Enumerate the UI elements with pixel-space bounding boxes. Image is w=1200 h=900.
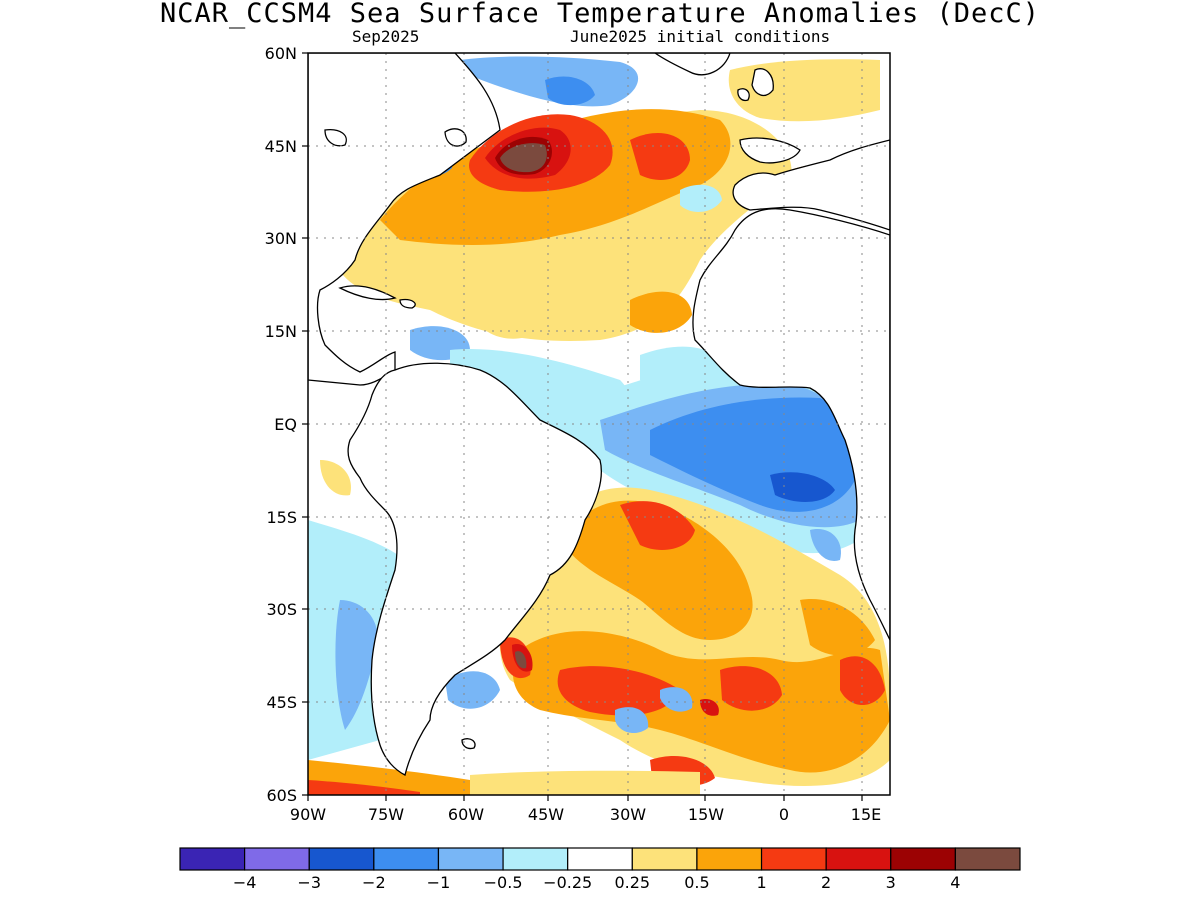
colorbar-label: −0.25 (543, 873, 592, 892)
anomaly-field (308, 53, 890, 795)
lon-label: 0 (779, 805, 789, 824)
lon-label: 60W (448, 805, 484, 824)
initial-conditions-label: June2025 initial conditions (570, 27, 831, 46)
lon-label: 15W (688, 805, 724, 824)
colorbar-swatch (567, 847, 633, 871)
lon-label: 90W (290, 805, 326, 824)
lat-label: 30S (266, 600, 297, 619)
lat-label: 15N (265, 322, 297, 341)
colorbar-swatch (502, 847, 569, 871)
lat-label: 45N (265, 137, 297, 156)
lon-label: 75W (368, 805, 404, 824)
colorbar-label: 0.25 (614, 873, 650, 892)
colorbar-swatch (244, 847, 310, 871)
lat-label: 30N (265, 229, 297, 248)
colorbar: −4 −3 −2 −1 −0.5 −0.25 0.25 0.5 1 2 3 4 (179, 847, 1021, 892)
lat-label: 60S (266, 786, 297, 805)
lat-label: EQ (274, 415, 297, 434)
colorbar-swatch (179, 847, 246, 871)
colorbar-label: −2 (362, 873, 386, 892)
lon-label: 15E (851, 805, 881, 824)
tick-marks (302, 52, 863, 801)
colorbar-label: 0.5 (684, 873, 709, 892)
colorbar-swatch (631, 847, 698, 871)
forecast-month: Sep2025 (352, 27, 420, 46)
lon-label: 45W (528, 805, 564, 824)
colorbar-label: −0.5 (484, 873, 523, 892)
colorbar-label: 1 (756, 873, 766, 892)
colorbar-swatch (890, 847, 956, 871)
colorbar-swatch (760, 847, 827, 871)
colorbar-label: −4 (233, 873, 257, 892)
map-title: NCAR_CCSM4 Sea Surface Temperature Anoma… (159, 0, 1041, 29)
colorbar-swatch (696, 847, 763, 871)
lat-label: 60N (265, 44, 297, 63)
coastlines (308, 53, 890, 776)
colorbar-label: −1 (427, 873, 451, 892)
lat-label: 15S (266, 508, 297, 527)
graticule (308, 53, 890, 795)
colorbar-swatch (373, 847, 440, 871)
latitude-labels: 60N 45N 30N 15N EQ 15S 30S 45S 60S (265, 44, 297, 805)
colorbar-swatch (308, 847, 375, 871)
colorbar-label: 3 (886, 873, 896, 892)
lat-label: 45S (266, 693, 297, 712)
colorbar-label: 2 (821, 873, 831, 892)
longitude-labels: 90W 75W 60W 45W 30W 15W 0 15E (290, 805, 881, 824)
colorbar-label: 4 (950, 873, 960, 892)
colorbar-swatch (825, 847, 892, 871)
colorbar-swatch (954, 847, 1021, 871)
colorbar-swatch (437, 847, 504, 871)
colorbar-label: −3 (297, 873, 321, 892)
lon-label: 30W (610, 805, 646, 824)
